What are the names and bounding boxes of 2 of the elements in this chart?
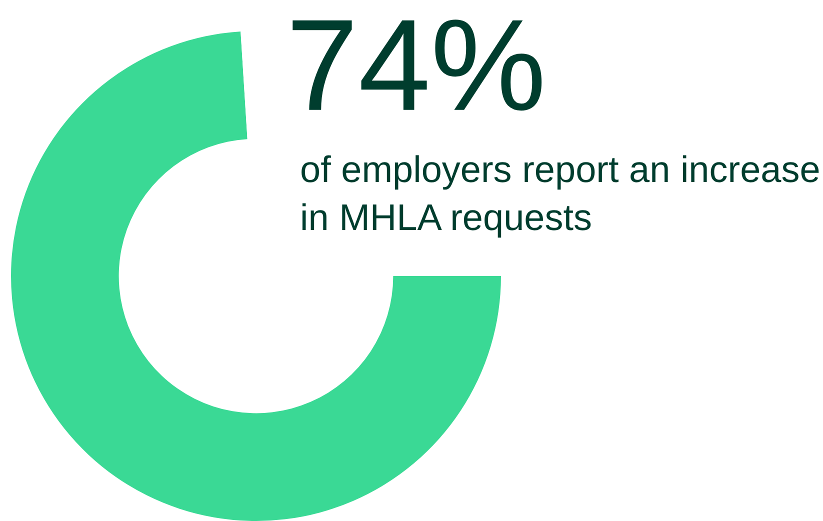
- text: of employers report an increase in MHLA requests: [300, 148, 822, 240]
- data-label: 74%: [286, 0, 546, 138]
